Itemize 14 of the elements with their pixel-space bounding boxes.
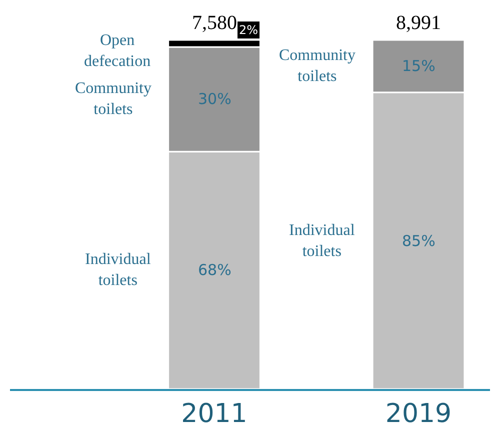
x-tick-label: 2011 <box>181 399 248 430</box>
text: Individual toilets <box>289 222 355 260</box>
data-label: 2% <box>239 23 258 37</box>
series-label: Individual toilets <box>85 251 152 289</box>
series-label: Open defecation <box>84 32 151 70</box>
series-label: Community toilets <box>75 80 152 118</box>
x-tick-label: 2019 <box>385 399 452 430</box>
annotation: 7,580 <box>192 12 237 34</box>
data-label: 68% <box>198 261 232 279</box>
text: Community toilets <box>279 47 356 85</box>
annotation: 8,991 <box>396 12 441 34</box>
data-label: 15% <box>402 57 436 75</box>
data-label: 85% <box>402 232 436 250</box>
data-label: 30% <box>198 90 232 108</box>
